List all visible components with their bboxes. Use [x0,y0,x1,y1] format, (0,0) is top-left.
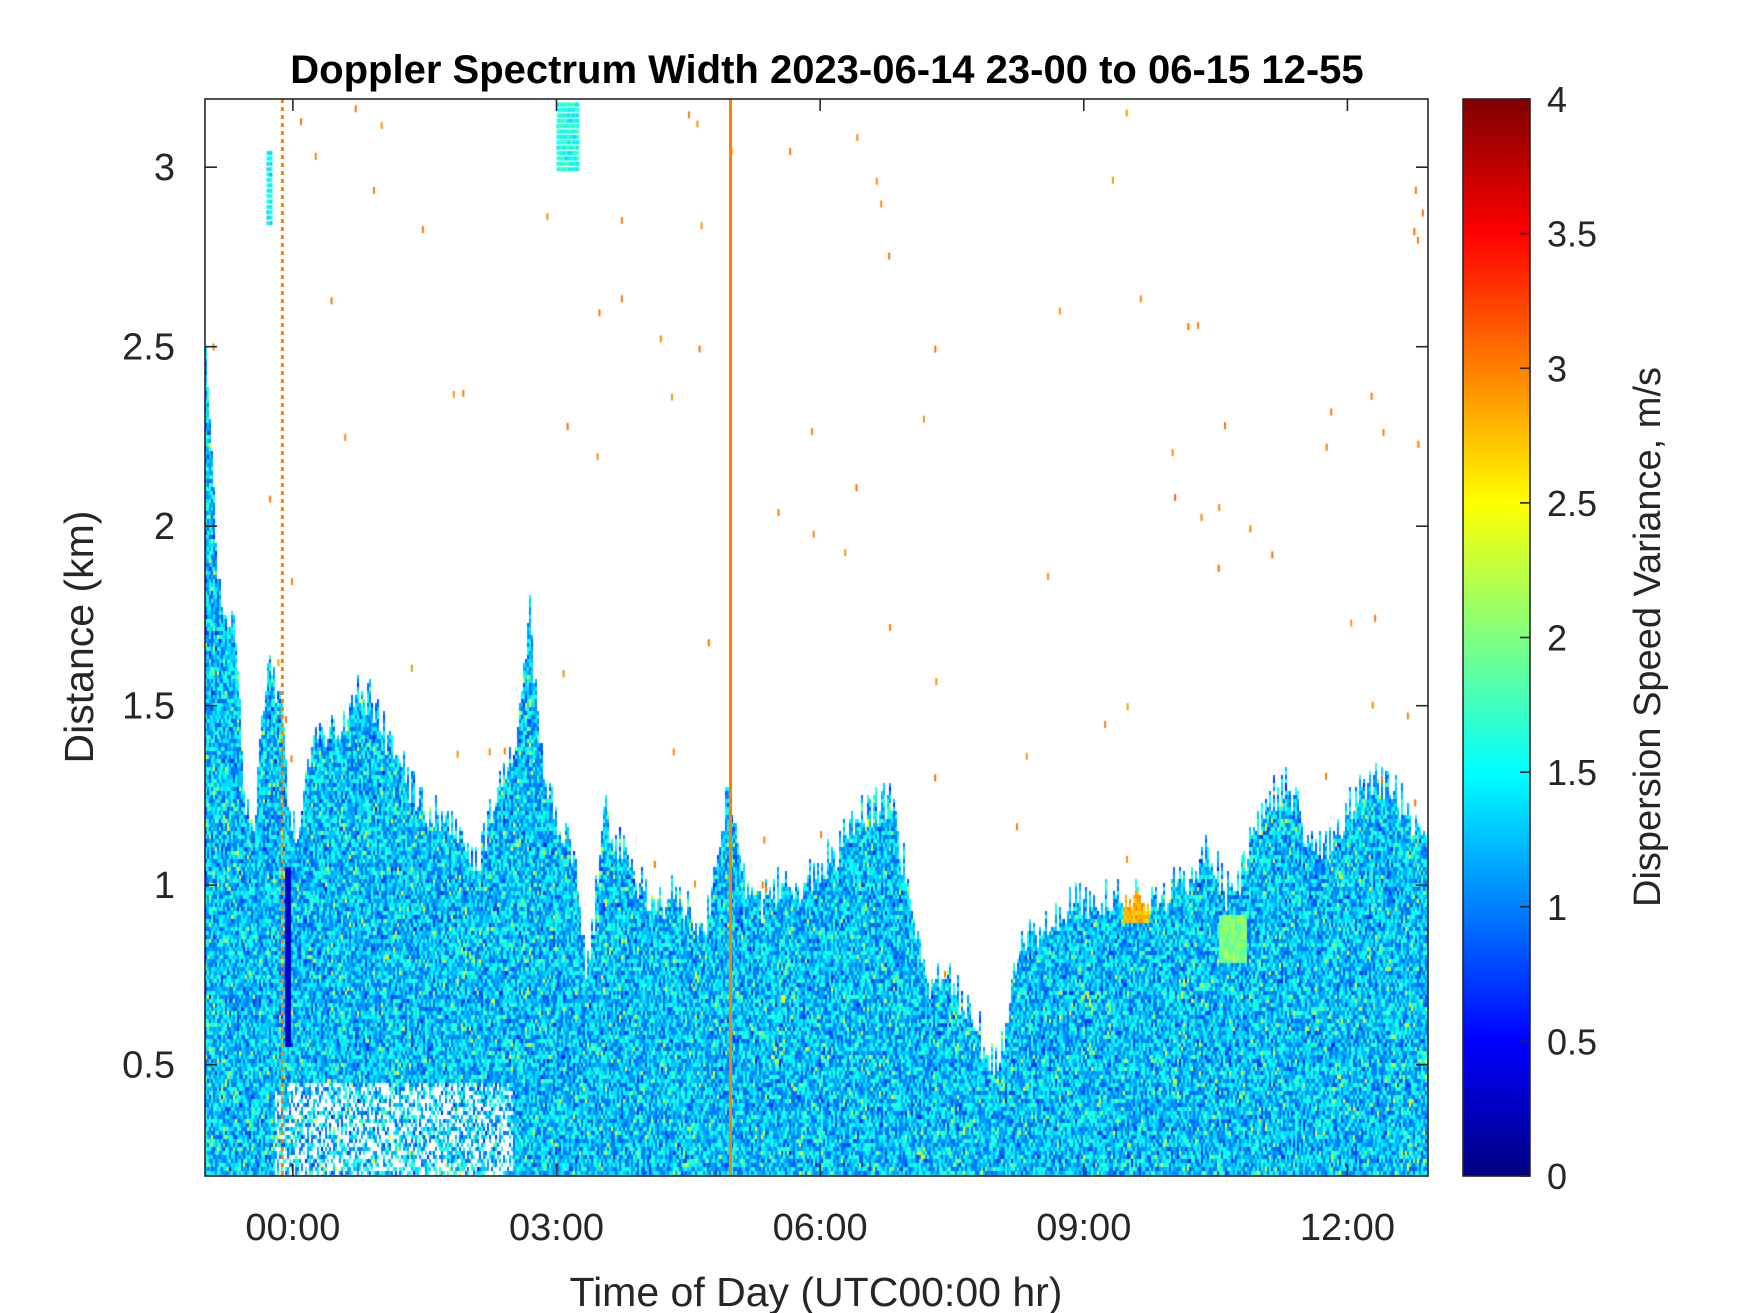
x-axis: 00:00 03:00 06:00 09:00 12:00 [245,99,1395,1249]
heatmap-image [205,99,1428,1176]
spike-line-layer [280,99,733,1176]
y-tick-label: 0.5 [122,1045,175,1087]
y-axis-label: Distance (km) [56,511,102,764]
heatmap-layer [205,99,1428,1176]
x-tick-label: 03:00 [509,1207,604,1249]
colorbar-tick-label: 3 [1547,348,1567,389]
colorbar-tick-label: 2.5 [1547,483,1597,524]
y-tick-label: 3 [154,147,175,189]
colorbar-tick-label: 0.5 [1547,1021,1597,1062]
x-tick-label: 06:00 [773,1207,868,1249]
x-tick-label: 09:00 [1036,1207,1131,1249]
colorbar-tick-label: 1 [1547,887,1567,928]
colorbar-tick-label: 1.5 [1547,752,1597,793]
colorbar-tick-label: 0 [1547,1156,1567,1197]
chart-title: Doppler Spectrum Width 2023-06-14 23-00 … [290,48,1363,92]
x-tick-label: 00:00 [245,1207,340,1249]
colorbar-gradient [1462,98,1531,1177]
x-tick-label: 12:00 [1300,1207,1395,1249]
y-tick-label: 1 [154,865,175,907]
x-axis-label: Time of Day (UTC00:00 hr) [570,1269,1063,1313]
colorbar-label: Dispersion Speed Variance, m/s [1627,367,1669,907]
y-tick-label: 2.5 [122,327,175,369]
y-axis: 0.5 1 1.5 2 2.5 3 [122,147,1428,1087]
colorbar-tick-label: 2 [1547,618,1567,659]
colorbar: 0 0.5 1 1.5 2 2.5 3 3.5 4 [1462,79,1597,1197]
colorbar-tick-label: 3.5 [1547,214,1597,255]
y-tick-label: 1.5 [122,686,175,728]
colorbar-tick-label: 4 [1547,79,1567,120]
plot-frame [204,98,1429,1177]
y-tick-label: 2 [154,506,175,548]
